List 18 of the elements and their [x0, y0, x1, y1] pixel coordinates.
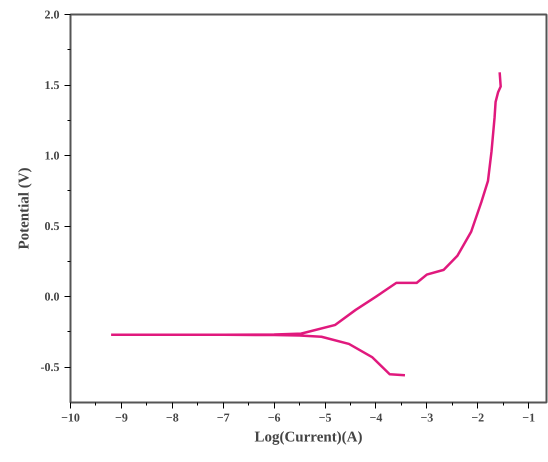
x-tick-label: −1 [522, 410, 536, 424]
y-axis-title: Potential (V) [16, 167, 33, 250]
x-tick-label: −3 [420, 410, 434, 424]
x-tick-label: −6 [268, 410, 281, 424]
y-tick-label: 2.0 [44, 8, 60, 22]
y-tick-label: 0.0 [44, 290, 60, 304]
x-tick-label: −10 [61, 410, 80, 424]
x-tick-label: −2 [471, 410, 484, 424]
y-tick-label: 1.0 [44, 148, 60, 163]
x-tick-label: −7 [216, 410, 230, 424]
x-tick-label: −4 [370, 410, 382, 424]
x-tick-label: −9 [114, 410, 128, 424]
y-tick-label: 1.5 [44, 78, 60, 92]
y-tick-label: 0.5 [44, 219, 60, 234]
x-axis-title: Log(Current)(A) [254, 430, 363, 446]
x-tick-label: −8 [166, 410, 179, 424]
y-tick-label: -0.5 [40, 360, 60, 374]
x-tick-label: −5 [318, 410, 332, 424]
